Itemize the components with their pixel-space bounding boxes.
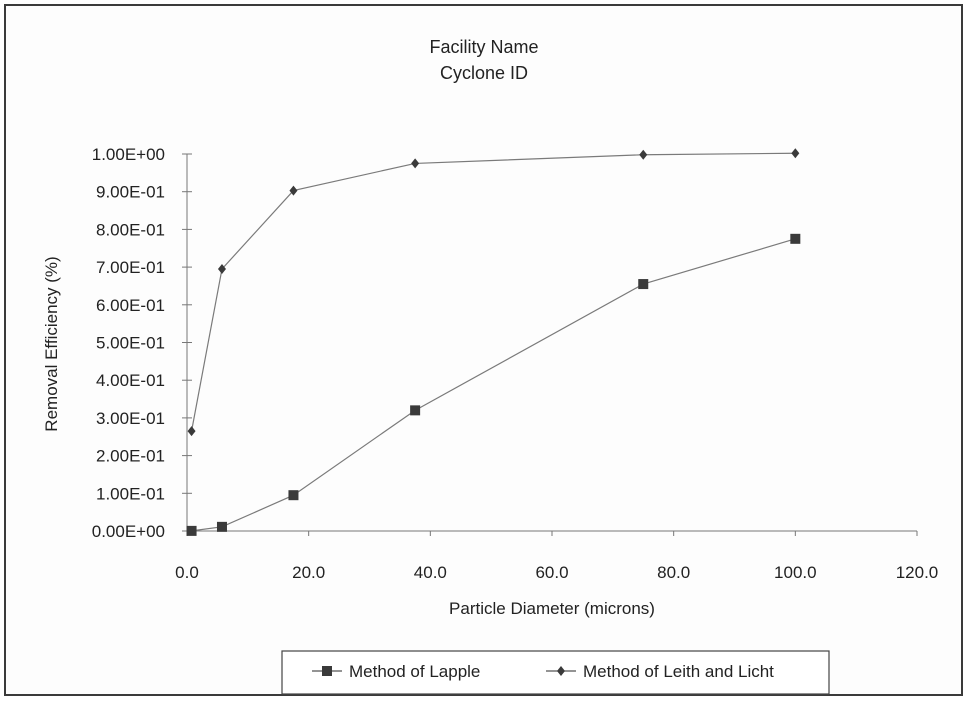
data-point [187, 426, 196, 437]
y-tick-label: 2.00E-01 [96, 447, 165, 466]
data-point [216, 521, 227, 532]
y-tick-label: 8.00E-01 [96, 220, 165, 239]
data-point [411, 158, 420, 169]
data-point [638, 279, 649, 290]
x-tick-label: 0.0 [175, 563, 199, 582]
y-tick-label: 5.00E-01 [96, 334, 165, 353]
y-tick-label: 9.00E-01 [96, 183, 165, 202]
legend-marker-0 [322, 666, 332, 676]
legend: Method of Lapple Method of Leith and Lich… [281, 650, 830, 695]
chart-title-line-2: Cyclone ID [440, 63, 528, 83]
chart-title-line-1: Facility Name [429, 37, 538, 57]
legend-box [281, 650, 830, 695]
series-markers [186, 148, 801, 536]
data-point [217, 263, 226, 274]
y-tick-label: 1.00E+00 [92, 145, 165, 164]
legend-marker-1 [557, 666, 565, 676]
series-lines [190, 152, 796, 532]
data-point [186, 525, 197, 536]
data-point [288, 490, 299, 501]
data-point [289, 185, 298, 196]
y-tick-label: 0.00E+00 [92, 522, 165, 541]
x-tick-label: 60.0 [535, 563, 568, 582]
chart-frame [4, 4, 963, 696]
x-tick-label: 20.0 [292, 563, 325, 582]
y-tick-label: 1.00E-01 [96, 484, 165, 503]
data-point [410, 405, 421, 416]
y-tick-label: 3.00E-01 [96, 409, 165, 428]
series-line-0 [191, 238, 796, 532]
series-line-1 [190, 152, 796, 432]
y-tick-label: 4.00E-01 [96, 371, 165, 390]
chart-title: Facility Name Cyclone ID [429, 37, 538, 83]
x-tick-label: 120.0 [896, 563, 939, 582]
y-tick-label: 7.00E-01 [96, 258, 165, 277]
y-tick-label: 6.00E-01 [96, 296, 165, 315]
x-tick-label: 80.0 [657, 563, 690, 582]
x-axis-label: Particle Diameter (microns) [449, 599, 655, 618]
data-point [790, 233, 801, 244]
x-tick-label: 40.0 [414, 563, 447, 582]
x-tick-label: 100.0 [774, 563, 817, 582]
legend-label-0: Method of Lapple [349, 662, 480, 681]
axes: 0.00E+00 1.00E-01 2.00E-01 3.00E-01 4.00E-01… [92, 145, 939, 582]
data-point [639, 149, 648, 160]
legend-label-1: Method of Leith and Licht [583, 662, 774, 681]
y-axis-label: Removal Efficiency (%) [42, 256, 61, 431]
data-point [791, 148, 800, 159]
